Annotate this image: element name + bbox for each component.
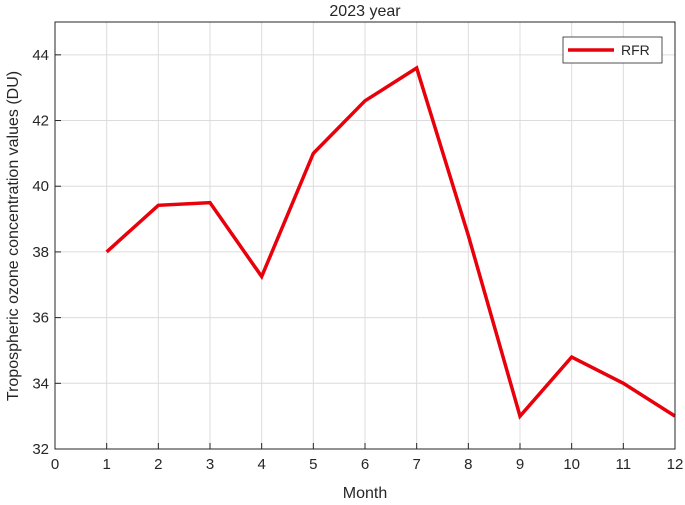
y-tick-label: 40	[32, 178, 49, 195]
x-tick-label: 11	[616, 456, 632, 473]
y-tick-label: 42	[32, 113, 49, 130]
chart-title: 2023 year	[329, 3, 401, 20]
y-tick-label: 38	[32, 244, 49, 261]
series-line-rfr	[105, 65, 676, 420]
x-tick-label: 3	[206, 456, 214, 473]
x-tick-label: 0	[51, 456, 59, 473]
x-tick-label: 1	[102, 456, 110, 473]
x-tick-label: 6	[361, 456, 369, 473]
legend: RFR	[562, 36, 663, 64]
x-tick-label: 9	[516, 456, 524, 473]
legend-label-rfr: RFR	[621, 42, 650, 58]
x-tick-label: 12	[667, 456, 684, 473]
y-tick-label: 34	[32, 375, 49, 392]
x-tick-label: 10	[563, 456, 580, 473]
x-tick-label: 8	[464, 456, 472, 473]
y-axis-label: Tropospheric ozone concentration values …	[5, 71, 22, 401]
y-tick-label: 44	[32, 47, 49, 64]
x-tick-label: 7	[412, 456, 420, 473]
x-tick-label: 2	[154, 456, 162, 473]
y-tick-label: 32	[32, 441, 49, 458]
y-tick-label: 36	[32, 310, 49, 327]
x-tick-label: 4	[257, 456, 265, 473]
x-axis-label: Month	[343, 485, 387, 502]
series-layer	[105, 65, 676, 420]
x-tick-label: 5	[309, 456, 317, 473]
